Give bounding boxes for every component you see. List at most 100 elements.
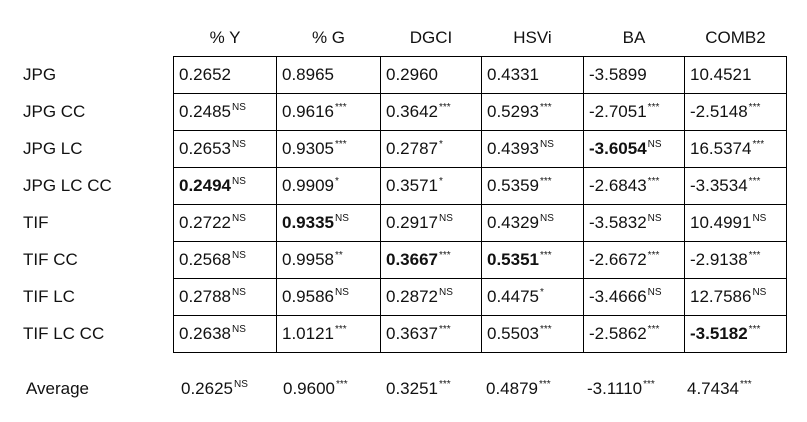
cell-value: 0.2494 bbox=[179, 176, 231, 195]
significance-marker: *** bbox=[335, 139, 347, 150]
cell-value: 0.4393 bbox=[487, 139, 539, 158]
value-cell: -3.5899 bbox=[583, 56, 685, 94]
cell-value: -3.5182 bbox=[690, 324, 748, 343]
significance-marker: NS bbox=[647, 139, 662, 150]
corner-cell bbox=[18, 20, 174, 57]
cell-value: 0.2722 bbox=[179, 213, 231, 232]
value-cell: 0.9600*** bbox=[278, 371, 381, 407]
value-cell: 4.7434*** bbox=[682, 371, 783, 407]
cell-value: 0.4475 bbox=[487, 287, 539, 306]
value-cell: 0.4329NS bbox=[481, 204, 584, 242]
significance-marker: *** bbox=[539, 379, 551, 390]
value-cell: 0.9958** bbox=[276, 241, 381, 279]
significance-marker: * bbox=[439, 139, 443, 150]
cell-value: -2.5148 bbox=[690, 102, 748, 121]
value-cell: 0.8965 bbox=[276, 56, 381, 94]
significance-marker: NS bbox=[335, 213, 349, 224]
row-label: JPG bbox=[23, 65, 57, 84]
row-label: JPG CC bbox=[23, 102, 86, 121]
value-cell: 0.5359*** bbox=[481, 167, 584, 205]
cell-value: 0.4879 bbox=[486, 379, 538, 398]
value-cell: 12.7586NS bbox=[684, 278, 787, 316]
average-row: Average 0.2625NS 0.9600*** 0.3251*** 0.4879*… bbox=[18, 371, 783, 407]
significance-marker: *** bbox=[540, 102, 552, 113]
value-cell: 0.4879*** bbox=[481, 371, 582, 407]
cell-value: 0.3642 bbox=[386, 102, 438, 121]
cell-value: -3.4666 bbox=[589, 287, 647, 306]
value-cell: 0.2638NS bbox=[173, 315, 277, 353]
column-header: DGCI bbox=[409, 28, 453, 47]
significance-marker: NS bbox=[439, 287, 453, 298]
cell-value: 0.9909 bbox=[282, 176, 334, 195]
value-cell: 0.2960 bbox=[380, 56, 482, 94]
table-row: TIF CC 0.2568NS 0.9958** 0.3667*** 0.5351***… bbox=[18, 241, 787, 279]
cell-value: 1.0121 bbox=[282, 324, 334, 343]
value-cell: -2.5148*** bbox=[684, 93, 787, 131]
cell-value: 0.3667 bbox=[386, 250, 438, 269]
cell-value: 0.2652 bbox=[179, 65, 231, 84]
cell-value: -3.1110 bbox=[587, 379, 643, 398]
value-cell: 0.2917NS bbox=[380, 204, 482, 242]
value-cell: 0.9909* bbox=[276, 167, 381, 205]
significance-marker: *** bbox=[335, 102, 347, 113]
value-cell: 0.2568NS bbox=[173, 241, 277, 279]
significance-marker: *** bbox=[439, 250, 451, 261]
value-cell: -3.5832NS bbox=[583, 204, 685, 242]
cell-value: 0.5359 bbox=[487, 176, 539, 195]
column-header: BA bbox=[622, 28, 646, 47]
value-cell: 0.2652 bbox=[173, 56, 277, 94]
value-cell: -2.7051*** bbox=[583, 93, 685, 131]
value-cell: -2.9138*** bbox=[684, 241, 787, 279]
significance-marker: NS bbox=[335, 287, 349, 298]
cell-value: 16.5374 bbox=[690, 139, 752, 158]
value-cell: 16.5374*** bbox=[684, 130, 787, 168]
results-table: % Y % G DGCI HSVi BA COMB2 JPG 0.2652 0.89… bbox=[18, 20, 787, 353]
value-cell: -3.1110*** bbox=[582, 371, 682, 407]
column-header: HSVi bbox=[513, 28, 552, 47]
column-header: % G bbox=[311, 28, 346, 47]
value-cell: -3.5182*** bbox=[684, 315, 787, 353]
value-cell: -3.3534*** bbox=[684, 167, 787, 205]
significance-marker: NS bbox=[752, 287, 767, 298]
value-cell: 0.5293*** bbox=[481, 93, 584, 131]
table-body: JPG 0.2652 0.8965 0.2960 0.4331 -3.5899 10.452… bbox=[18, 56, 787, 353]
significance-marker: *** bbox=[540, 324, 552, 335]
value-cell: 10.4991NS bbox=[684, 204, 787, 242]
significance-marker: *** bbox=[336, 379, 348, 390]
cell-value: 0.5293 bbox=[487, 102, 539, 121]
cell-value: 0.9586 bbox=[282, 287, 334, 306]
cell-value: 0.2872 bbox=[386, 287, 438, 306]
cell-value: 0.2568 bbox=[179, 250, 231, 269]
significance-marker: *** bbox=[643, 379, 655, 390]
value-cell: 0.2788NS bbox=[173, 278, 277, 316]
column-header: COMB2 bbox=[705, 28, 766, 47]
value-cell: 0.2872NS bbox=[380, 278, 482, 316]
cell-value: -3.3534 bbox=[690, 176, 748, 195]
significance-marker: NS bbox=[540, 139, 554, 150]
cell-value: 0.9335 bbox=[282, 213, 334, 232]
table-row: JPG LC CC 0.2494NS 0.9909* 0.3571* 0.5359***… bbox=[18, 167, 787, 205]
significance-marker: NS bbox=[540, 213, 554, 224]
cell-value: -2.6843 bbox=[589, 176, 647, 195]
cell-value: -2.5862 bbox=[589, 324, 647, 343]
value-cell: 0.3571* bbox=[380, 167, 482, 205]
significance-marker: NS bbox=[232, 176, 246, 187]
significance-marker: *** bbox=[647, 102, 660, 113]
significance-marker: *** bbox=[540, 250, 552, 261]
significance-marker: NS bbox=[232, 213, 246, 224]
table-row: TIF LC 0.2788NS 0.9586NS 0.2872NS 0.4475* -3.… bbox=[18, 278, 787, 316]
significance-marker: *** bbox=[740, 379, 752, 390]
value-cell: 0.9335NS bbox=[276, 204, 381, 242]
table-row: TIF LC CC 0.2638NS 1.0121*** 0.3637*** 0.550… bbox=[18, 315, 787, 353]
value-cell: 0.9586NS bbox=[276, 278, 381, 316]
cell-value: 4.7434 bbox=[687, 379, 739, 398]
value-cell: 0.3251*** bbox=[381, 371, 481, 407]
significance-marker: *** bbox=[748, 250, 761, 261]
significance-marker: *** bbox=[647, 250, 660, 261]
cell-value: -3.5899 bbox=[589, 65, 647, 84]
cell-value: 0.2960 bbox=[386, 65, 438, 84]
cell-value: -3.5832 bbox=[589, 213, 647, 232]
cell-value: 10.4521 bbox=[690, 65, 752, 84]
value-cell: 0.4331 bbox=[481, 56, 584, 94]
